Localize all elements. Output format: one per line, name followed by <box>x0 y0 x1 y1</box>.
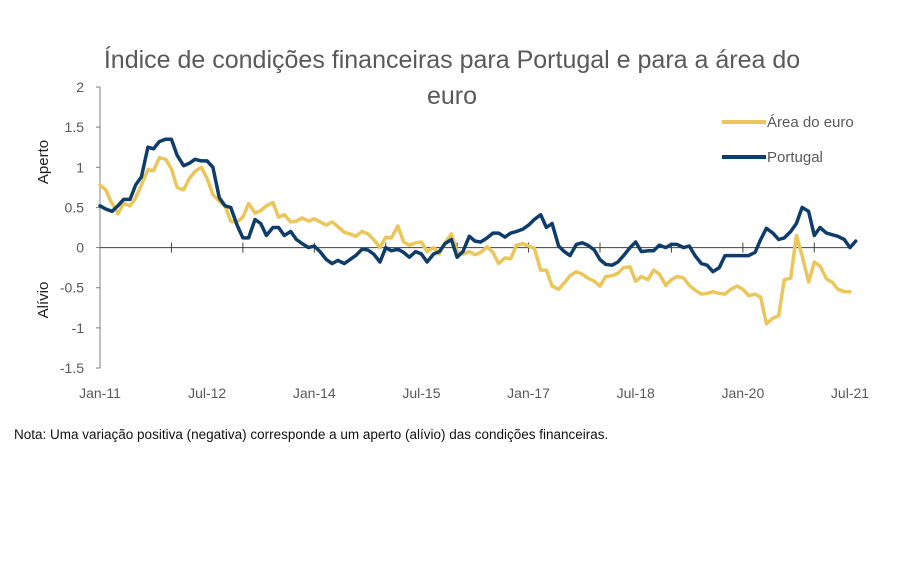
x-tick-label: Jul-15 <box>402 385 440 401</box>
y-tick-label: 0.5 <box>65 199 85 215</box>
y-side-label-lower: Alívio <box>35 282 52 319</box>
y-side-label-upper: Aperto <box>35 140 52 184</box>
x-tick-label: Jul-18 <box>617 385 655 401</box>
y-tick-label: 0 <box>76 240 84 256</box>
y-tick-label: 1 <box>76 159 84 175</box>
x-tick-label: Jan-17 <box>507 385 550 401</box>
x-tick-label: Jan-11 <box>79 385 121 401</box>
x-tick-label: Jan-14 <box>293 385 336 401</box>
y-tick-label: -0.5 <box>60 280 84 296</box>
y-tick-label: -1 <box>72 320 85 336</box>
legend-label-area-euro: Área do euro <box>767 114 854 131</box>
x-tick-label: Jan-20 <box>721 385 764 401</box>
y-tick-label: 2 <box>76 79 84 95</box>
x-tick-label: Jul-12 <box>188 385 226 401</box>
y-tick-label: -1.5 <box>60 360 84 376</box>
chart-note: Nota: Uma variação positiva (negativa) c… <box>14 427 609 442</box>
chart-title-line-2: euro <box>427 82 477 110</box>
chart-title-line-1: Índice de condições financeiras para Por… <box>104 45 800 74</box>
x-tick-label: Jul-21 <box>831 385 869 401</box>
y-tick-label: 1.5 <box>65 119 85 135</box>
legend: Área do euro Portugal <box>722 114 854 166</box>
series-line-portugal <box>98 137 858 274</box>
legend-label-portugal: Portugal <box>767 149 823 166</box>
